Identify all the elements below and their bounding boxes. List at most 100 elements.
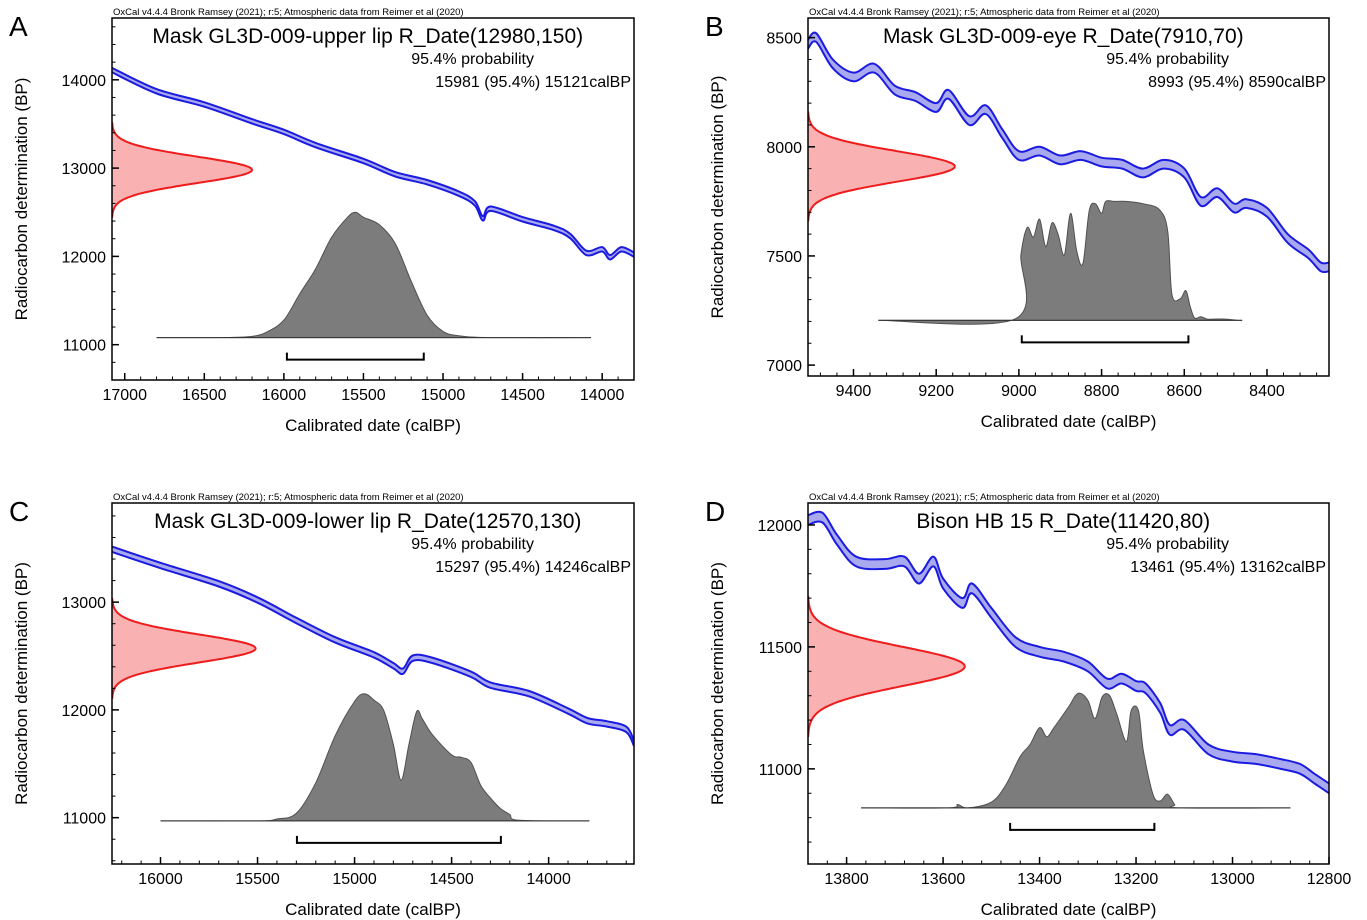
plot-frame [807,17,1330,377]
panel-label: A [9,11,28,42]
y-axis: 11000 12000 13000 14000 [62,26,119,381]
prior-distribution [112,598,256,699]
x-tick-label: 15000 [332,871,377,888]
x-axis-label: Calibrated date (calBP) [981,900,1157,919]
y-tick-label: 13000 [62,161,107,178]
prior-distribution [112,122,252,218]
x-tick-label: 14500 [429,871,474,888]
x-tick-label: 16500 [182,387,227,404]
range-bar [1020,335,1190,344]
calibration-curve-upper [808,31,1329,265]
probability-label: 95.4% probability [1106,51,1229,68]
prior-distribution-outline [112,597,257,699]
range-bar [295,835,502,844]
calibration-curve-lower [112,71,634,261]
y-tick-label: 7500 [766,249,802,266]
y-axis: 11000 11500 12000 [758,518,815,843]
posterior-distribution [861,692,1291,809]
plot-area [112,545,634,844]
plot-frame [111,17,635,381]
y-tick-label: 12000 [62,703,107,720]
y-tick-label: 7000 [766,358,802,375]
x-tick-label: 8400 [1249,383,1285,400]
chart-title: Mask GL3D-009-lower lip R_Date(12570,130… [154,510,581,533]
y-axis-label: Radiocarbon determination (BP) [12,78,31,321]
y-tick-label: 12000 [62,249,107,266]
prior-distribution [808,596,965,737]
x-tick-label: 8800 [1084,383,1120,400]
y-axis-label: Radiocarbon determination (BP) [12,562,31,805]
range-bar [285,352,425,361]
x-tick-label: 8600 [1166,383,1202,400]
calibration-curve-upper [808,510,1329,785]
x-tick-label: 13000 [1210,871,1255,888]
x-tick-label: 13600 [921,871,966,888]
x-tick-label: 14000 [526,871,571,888]
calibration-curve-lower [808,520,1329,795]
panel-label: C [9,496,29,527]
prior-distribution [808,111,955,222]
x-tick-label: 17000 [102,387,147,404]
prior-distribution-outline [112,122,254,218]
probability-label: 95.4% probability [411,51,534,68]
x-tick-label: 16000 [138,871,183,888]
x-tick-label: 9200 [918,383,954,400]
probability-label: 95.4% probability [1106,536,1229,553]
range-label: 13461 (95.4%) 13162calBP [1130,559,1326,576]
x-tick-label: 15000 [421,387,466,404]
oxcal-credit: OxCal v4.4.4 Bronk Ramsey (2021); r:5; A… [809,7,1160,18]
x-axis-label: Calibrated date (calBP) [981,412,1157,431]
chart-panel-d: 13800 13600 13400 13200 13000 12800 11000 11500… [705,492,1351,919]
posterior-distribution [160,693,590,822]
prior-distribution-outline [808,111,956,222]
x-tick-label: 12800 [1307,871,1352,888]
chart-title: Mask GL3D-009-eye R_Date(7910,70) [883,25,1244,48]
y-tick-label: 11000 [63,811,106,828]
y-tick-label: 14000 [62,73,107,90]
x-axis: 13800 13600 13400 13200 13000 12800 [807,857,1352,888]
calibration-curve-upper [112,545,634,742]
x-tick-label: 14000 [580,387,625,404]
calibration-curve-band [808,511,1329,794]
chart-title: Mask GL3D-009-upper lip R_Date(12980,150… [152,25,583,48]
x-tick-label: 9000 [1001,383,1037,400]
prior-distribution-outline [808,595,966,737]
x-tick-label: 13800 [824,871,869,888]
x-tick-label: 13400 [1017,871,1062,888]
x-tick-label: 13200 [1114,871,1159,888]
chart-panel-b: 9400 9200 9000 8800 8600 8400 7000 7500 8000 8500… [705,7,1330,431]
x-axis: 16000 15500 15000 14500 14000 [121,857,627,888]
range-bar [1009,822,1156,831]
x-axis: 9400 9200 9000 8800 8600 8400 [819,369,1318,400]
panel-label: B [705,11,724,42]
chart-title: Bison HB 15 R_Date(11420,80) [916,510,1210,533]
x-axis-label: Calibrated date (calBP) [285,900,461,919]
probability-label: 95.4% probability [411,536,534,553]
oxcal-credit: OxCal v4.4.4 Bronk Ramsey (2021); r:5; A… [113,7,464,18]
oxcal-credit: OxCal v4.4.4 Bronk Ramsey (2021); r:5; A… [113,492,464,503]
y-tick-label: 11000 [759,762,802,779]
calibration-curve-lower [808,40,1329,274]
x-tick-label: 15500 [341,387,386,404]
y-axis-label: Radiocarbon determination (BP) [708,562,727,805]
plot-area [112,66,634,361]
plot-frame [111,502,635,865]
y-tick-label: 12000 [758,518,803,535]
y-tick-label: 11000 [63,338,106,355]
x-axis: 17000 16500 16000 15500 15000 14500 14000 [102,373,635,404]
range-label: 15297 (95.4%) 14246calBP [435,559,631,576]
calibration-curve-band [112,546,634,746]
plot-area [808,510,1329,831]
y-tick-label: 13000 [62,595,107,612]
range-label: 8993 (95.4%) 8590calBP [1148,74,1326,91]
x-tick-label: 9400 [836,383,872,400]
posterior-distribution [878,200,1243,325]
x-axis-label: Calibrated date (calBP) [285,416,461,435]
chart-panel-a: 17000 16500 16000 15500 15000 14500 1400011000… [9,7,635,435]
y-axis-label: Radiocarbon determination (BP) [708,76,727,319]
y-tick-label: 8500 [766,31,802,48]
x-tick-label: 16000 [262,387,307,404]
x-tick-label: 15500 [235,871,280,888]
